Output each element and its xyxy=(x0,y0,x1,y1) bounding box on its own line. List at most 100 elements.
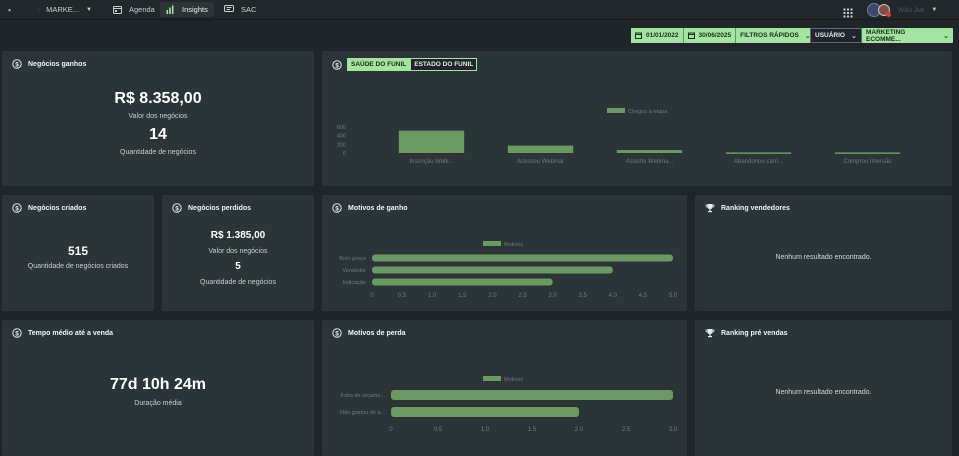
reason-bar xyxy=(372,254,673,262)
avg-time-title: Tempo médio até a venda xyxy=(28,329,114,337)
y-tick-label: Não gostou do a... xyxy=(340,410,385,416)
svg-text:$: $ xyxy=(15,205,19,212)
tab-funnel-health[interactable]: SAÚDE DO FUNIL xyxy=(347,58,411,71)
legend-label: Chegou à etapa xyxy=(628,109,668,115)
lost-deals-card: $ Negócios perdidos R$ 1.385,00 Valor do… xyxy=(162,195,314,311)
legend-label: Motivos xyxy=(504,242,523,248)
x-tick-label: 5.0 xyxy=(669,293,678,299)
user-name: Willo Jub xyxy=(898,6,925,14)
calendar-icon xyxy=(687,32,695,39)
grid-icon xyxy=(843,8,853,18)
dollar-circle-icon: $ xyxy=(172,203,182,213)
lost-deals-title: Negócios perdidos xyxy=(188,204,252,212)
card-title: $ Negócios ganhos xyxy=(12,59,86,69)
x-tick-label: 2.0 xyxy=(488,293,497,299)
won-deals-value-label: Valor dos negócios xyxy=(128,113,188,120)
ranking-presales-card: Ranking pré vendas Nenhum resultado enco… xyxy=(695,320,952,456)
won-deals-count: 14 xyxy=(149,126,167,143)
x-tick-label: 0.5 xyxy=(398,293,407,299)
legend-swatch xyxy=(483,376,501,381)
card-title: $ Motivos de ganho xyxy=(332,203,408,213)
x-tick-label: 3.5 xyxy=(579,293,588,299)
filter-toolbar: 01/01/2022 30/06/2025 FILTROS RÁPIDOS ⌄ xyxy=(631,28,815,43)
trophy-icon xyxy=(705,329,715,338)
top-navigation-bar: MARKE... ▼ Agenda Insights SAC Willo Jub… xyxy=(0,0,959,20)
nav-agenda[interactable]: Agenda xyxy=(107,2,161,17)
x-tick-label: 0 xyxy=(370,293,374,299)
notification-dot xyxy=(886,11,891,17)
x-tick-label: 4.0 xyxy=(609,293,618,299)
user-filter-dropdown[interactable]: USUÁRIO ⌄ xyxy=(810,28,862,43)
empty-state-message: Nenhum resultado encontrado. xyxy=(775,254,872,261)
x-tick-label: 0 xyxy=(389,427,393,433)
x-tick-label: Abandonou carri... xyxy=(734,159,783,165)
legend-label: Motivos xyxy=(504,377,523,383)
user-filter-label: USUÁRIO xyxy=(815,32,845,39)
lost-deals-count-label: Quantidade de negócios xyxy=(200,279,276,286)
chevron-down-icon: ⌄ xyxy=(943,32,949,40)
date-start-value: 01/01/2022 xyxy=(646,32,679,39)
created-deals-card: $ Negócios criados 515 Quantidade de neg… xyxy=(2,195,154,311)
won-deals-value: R$ 8.358,00 xyxy=(114,90,202,107)
chevron-down-icon: ⌄ xyxy=(850,32,857,40)
apps-grid-button[interactable] xyxy=(843,5,853,18)
tab-funnel-state[interactable]: ESTADO DO FUNIL xyxy=(410,58,478,71)
dollar-circle-icon: $ xyxy=(332,203,342,213)
funnel-bar xyxy=(398,130,465,153)
funnel-card: $ SAÚDE DO FUNIL ESTADO DO FUNIL Chegou … xyxy=(322,51,952,186)
nav-insights[interactable]: Insights xyxy=(160,2,214,17)
reason-bar xyxy=(372,266,613,274)
x-tick-label: Comprou Imersão xyxy=(843,159,892,165)
y-tick-label: 0 xyxy=(343,151,346,157)
created-deals-count-label: Quantidade de negócios criados xyxy=(27,263,129,270)
x-tick-label: 0.5 xyxy=(434,427,443,433)
card-title: Ranking vendedores xyxy=(705,203,790,213)
loss-reasons-card: $ Motivos de perda Motivos Falta de orçam… xyxy=(322,320,687,456)
y-tick-label: Indicação xyxy=(342,280,366,286)
won-deals-card: $ Negócios ganhos R$ 8.358,00 Valor dos … xyxy=(2,51,314,186)
win-reasons-title: Motivos de ganho xyxy=(348,204,408,212)
dollar-circle-icon: $ xyxy=(12,328,22,338)
dollar-circle-icon: $ xyxy=(332,60,342,70)
x-tick-label: 2.5 xyxy=(622,427,631,433)
pipeline-filter-container: MARKETING ECOMME... ⌄ xyxy=(862,28,953,43)
pipeline-filter-dropdown[interactable]: MARKETING ECOMME... ⌄ xyxy=(862,28,953,43)
x-tick-label: 1.0 xyxy=(481,427,490,433)
user-menu[interactable]: Willo Jub ▼ xyxy=(867,2,937,18)
bar-chart-icon xyxy=(166,5,174,14)
created-deals-count: 515 xyxy=(67,244,89,258)
card-title: Ranking pré vendas xyxy=(705,328,788,338)
reason-bar xyxy=(391,390,673,400)
funnel-tabs: SAÚDE DO FUNIL ESTADO DO FUNIL xyxy=(347,58,478,71)
nav-sac[interactable]: SAC xyxy=(218,2,262,17)
created-deals-title: Negócios criados xyxy=(28,204,87,212)
svg-text:$: $ xyxy=(15,330,19,337)
chevron-down-icon: ▼ xyxy=(931,7,938,13)
empty-state-message: Nenhum resultado encontrado. xyxy=(775,389,872,396)
y-tick-label: 600 xyxy=(337,125,346,131)
quick-filters-dropdown[interactable]: FILTROS RÁPIDOS ⌄ xyxy=(736,28,815,43)
funnel-chart: Chegou à etapa 0 200 400 600 Inscrição Webi..… xyxy=(337,108,901,165)
dollar-circle-icon: $ xyxy=(332,328,342,338)
svg-text:$: $ xyxy=(175,205,179,212)
calendar-icon xyxy=(635,32,642,39)
nav-pipeline-selector[interactable]: MARKE... ▼ xyxy=(32,2,98,17)
funnel-bar xyxy=(725,152,792,154)
ranking-sellers-card: Ranking vendedores Nenhum resultado enco… xyxy=(695,195,952,311)
lost-deals-value: R$ 1.385,00 xyxy=(210,230,266,241)
pipeline-filter-label: MARKETING ECOMME... xyxy=(866,28,906,43)
x-tick-label: 1.5 xyxy=(458,293,467,299)
calendar-icon xyxy=(113,6,122,14)
ranking-sellers-title: Ranking vendedores xyxy=(721,204,790,212)
x-tick-label: 4.5 xyxy=(639,293,648,299)
date-start-field[interactable]: 01/01/2022 xyxy=(631,28,684,43)
y-tick-label: 200 xyxy=(337,142,346,148)
x-tick-label: Inscrição Webi... xyxy=(409,159,454,165)
home-button[interactable] xyxy=(2,2,24,17)
x-tick-label: Acessou Webinar xyxy=(517,159,564,165)
card-title: $ Tempo médio até a venda xyxy=(12,328,113,338)
funnel-bar xyxy=(507,145,574,153)
chevron-down-icon: ⌄ xyxy=(804,32,811,40)
date-end-field[interactable]: 30/06/2025 xyxy=(683,28,737,43)
trophy-icon xyxy=(705,204,715,213)
